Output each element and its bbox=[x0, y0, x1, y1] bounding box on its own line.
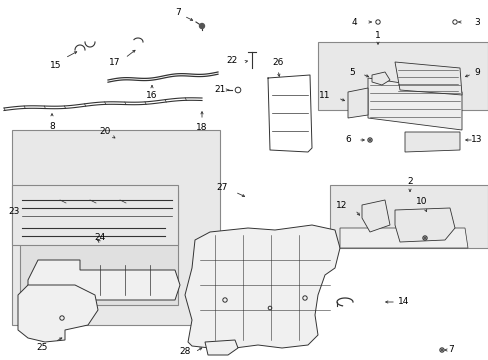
Polygon shape bbox=[184, 225, 339, 348]
Text: 5: 5 bbox=[348, 68, 354, 77]
Text: 12: 12 bbox=[336, 201, 347, 210]
Text: 2: 2 bbox=[407, 177, 412, 186]
Text: 11: 11 bbox=[319, 91, 330, 100]
Text: 21: 21 bbox=[214, 85, 225, 94]
Text: 9: 9 bbox=[473, 68, 479, 77]
Text: 24: 24 bbox=[94, 234, 105, 243]
Polygon shape bbox=[361, 200, 389, 232]
Text: 13: 13 bbox=[469, 135, 481, 144]
Text: 7: 7 bbox=[447, 346, 453, 355]
Polygon shape bbox=[28, 260, 180, 310]
Polygon shape bbox=[18, 285, 98, 342]
Bar bbox=[12, 130, 220, 325]
Circle shape bbox=[199, 23, 204, 28]
Text: 14: 14 bbox=[397, 297, 408, 306]
Polygon shape bbox=[347, 88, 367, 118]
Polygon shape bbox=[371, 72, 389, 85]
Text: 27: 27 bbox=[216, 184, 227, 193]
Circle shape bbox=[368, 139, 370, 141]
Polygon shape bbox=[394, 208, 454, 242]
Text: 25: 25 bbox=[36, 343, 48, 352]
Text: 6: 6 bbox=[345, 135, 350, 144]
Text: 23: 23 bbox=[8, 207, 20, 216]
Text: 18: 18 bbox=[196, 123, 207, 132]
Text: 22: 22 bbox=[226, 55, 238, 64]
Text: 26: 26 bbox=[272, 58, 283, 67]
Text: 7: 7 bbox=[175, 8, 181, 17]
Text: 1: 1 bbox=[374, 31, 380, 40]
Polygon shape bbox=[367, 78, 461, 130]
Text: 17: 17 bbox=[109, 58, 121, 67]
Text: 8: 8 bbox=[49, 122, 55, 131]
Circle shape bbox=[423, 237, 425, 239]
Text: 20: 20 bbox=[99, 127, 110, 136]
Bar bbox=[12, 185, 178, 245]
Circle shape bbox=[440, 349, 442, 351]
Bar bbox=[317, 42, 487, 110]
Bar bbox=[20, 190, 178, 305]
Polygon shape bbox=[404, 132, 459, 152]
Polygon shape bbox=[339, 228, 467, 248]
Text: 4: 4 bbox=[351, 18, 357, 27]
Text: 15: 15 bbox=[50, 60, 61, 69]
Text: 3: 3 bbox=[473, 18, 479, 27]
Text: 16: 16 bbox=[146, 91, 158, 100]
Polygon shape bbox=[394, 62, 461, 95]
Text: 28: 28 bbox=[179, 347, 190, 356]
Text: 10: 10 bbox=[415, 198, 427, 207]
Bar bbox=[329, 185, 487, 248]
Polygon shape bbox=[204, 340, 238, 355]
